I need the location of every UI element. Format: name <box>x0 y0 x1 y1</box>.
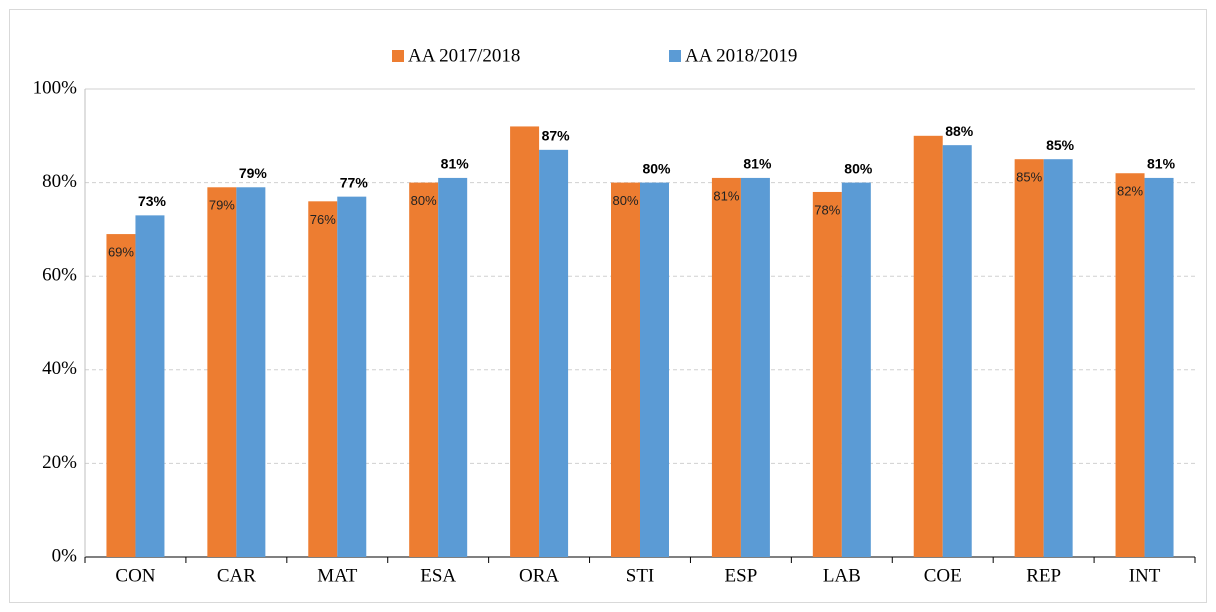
bar <box>1144 177 1174 558</box>
data-label: 69% <box>108 245 134 260</box>
legend-swatch <box>669 50 681 62</box>
bar <box>611 182 640 557</box>
y-tick-label: 60% <box>42 265 77 286</box>
legend-swatch <box>392 50 404 62</box>
data-label: 76% <box>310 212 336 227</box>
x-tick-label: CON <box>115 565 155 586</box>
data-label: 88% <box>945 123 974 139</box>
y-tick-label: 0% <box>52 545 78 566</box>
data-label: 79% <box>209 198 235 213</box>
bar <box>207 187 237 557</box>
data-label: 85% <box>1046 137 1075 153</box>
bar <box>640 182 669 557</box>
y-tick-label: 40% <box>42 358 77 379</box>
data-label: 73% <box>138 193 167 209</box>
y-tick-label: 100% <box>33 77 78 98</box>
bar <box>539 149 569 557</box>
data-label: 80% <box>411 193 437 208</box>
data-label: 87% <box>542 128 571 144</box>
x-tick-label: INT <box>1129 565 1161 586</box>
x-tick-label: LAB <box>823 565 861 586</box>
data-label: 81% <box>713 188 739 203</box>
x-tick-label: MAT <box>317 565 358 586</box>
legend-label: AA 2017/2018 <box>408 45 520 66</box>
data-label: 78% <box>814 202 840 217</box>
data-label: 79% <box>239 165 268 181</box>
bar <box>135 215 165 558</box>
data-label: 81% <box>1147 156 1176 172</box>
bar <box>106 234 136 557</box>
x-tick-label: ESP <box>725 565 758 586</box>
bar <box>510 126 540 557</box>
x-tick-label: STI <box>626 565 655 586</box>
bar <box>1115 173 1145 558</box>
data-label: 77% <box>340 174 369 190</box>
bar <box>409 182 439 557</box>
bar <box>711 177 741 558</box>
y-tick-label: 80% <box>42 171 77 192</box>
x-tick-label: ESA <box>420 565 456 586</box>
bar <box>236 187 266 557</box>
bar <box>1043 159 1073 557</box>
data-label: 82% <box>1117 184 1143 199</box>
data-label: 85% <box>1016 170 1042 185</box>
bar <box>438 177 468 558</box>
bar <box>740 177 770 558</box>
y-tick-label: 20% <box>42 452 77 473</box>
x-tick-label: CAR <box>217 565 256 586</box>
legend-label: AA 2018/2019 <box>685 45 797 66</box>
x-tick-label: COE <box>924 565 962 586</box>
bar <box>1014 159 1044 557</box>
data-label: 80% <box>844 160 873 176</box>
bar <box>913 135 943 558</box>
bar <box>942 145 972 557</box>
bar <box>812 191 842 557</box>
data-label: 80% <box>642 160 671 176</box>
data-label: 81% <box>441 156 470 172</box>
x-tick-label: REP <box>1026 565 1061 586</box>
data-label: 81% <box>743 156 772 172</box>
bar <box>337 196 367 557</box>
data-label: 80% <box>612 193 638 208</box>
x-tick-label: ORA <box>519 565 559 586</box>
bar <box>308 201 338 557</box>
bar <box>841 182 871 557</box>
